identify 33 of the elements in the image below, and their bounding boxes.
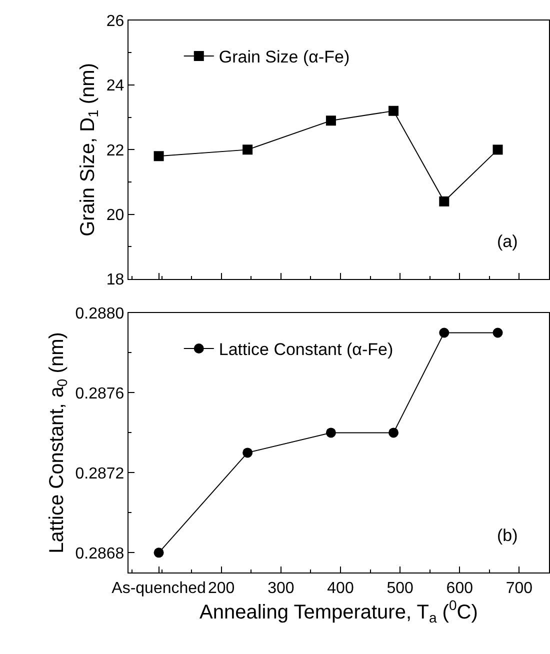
point bbox=[326, 428, 336, 438]
y-tick-label: 22 bbox=[106, 142, 124, 160]
y-tick-label: 0.2876 bbox=[75, 385, 124, 402]
point bbox=[154, 151, 164, 162]
y-tick-label: 0.2868 bbox=[75, 545, 124, 562]
annotation: (b) bbox=[497, 526, 518, 545]
x-tick-label: 400 bbox=[327, 580, 354, 597]
legend-label: Grain Size (α-Fe) bbox=[218, 48, 350, 67]
x-tick-label: 200 bbox=[208, 580, 235, 597]
point bbox=[326, 116, 336, 126]
point bbox=[242, 448, 253, 458]
y-tick-label: 18 bbox=[106, 272, 124, 289]
y-tick-label: 0.2880 bbox=[75, 305, 124, 322]
point bbox=[492, 328, 503, 338]
x-tick-label: 300 bbox=[268, 580, 294, 597]
point bbox=[492, 144, 503, 155]
point bbox=[439, 328, 450, 338]
point bbox=[154, 548, 164, 558]
x-axis-title: Annealing Temperature, T$_{a}$ ($^{0}$C) bbox=[200, 596, 478, 626]
y-tick-label: 0.2872 bbox=[75, 465, 124, 482]
x-tick-label: As-quenched bbox=[112, 580, 206, 597]
y-tick-label: 20 bbox=[106, 206, 124, 224]
annotation: (a) bbox=[497, 232, 518, 251]
x-tick-label: 700 bbox=[506, 580, 533, 597]
x-tick-label: 600 bbox=[446, 580, 474, 597]
x-tick-label: 500 bbox=[386, 580, 414, 597]
point bbox=[388, 106, 399, 116]
y-tick-label: 24 bbox=[106, 78, 124, 95]
point bbox=[439, 196, 450, 206]
legend-label: Lattice Constant (α-Fe) bbox=[218, 340, 394, 360]
y-tick-label: 26 bbox=[106, 12, 124, 30]
point bbox=[242, 144, 253, 155]
point bbox=[388, 428, 399, 438]
